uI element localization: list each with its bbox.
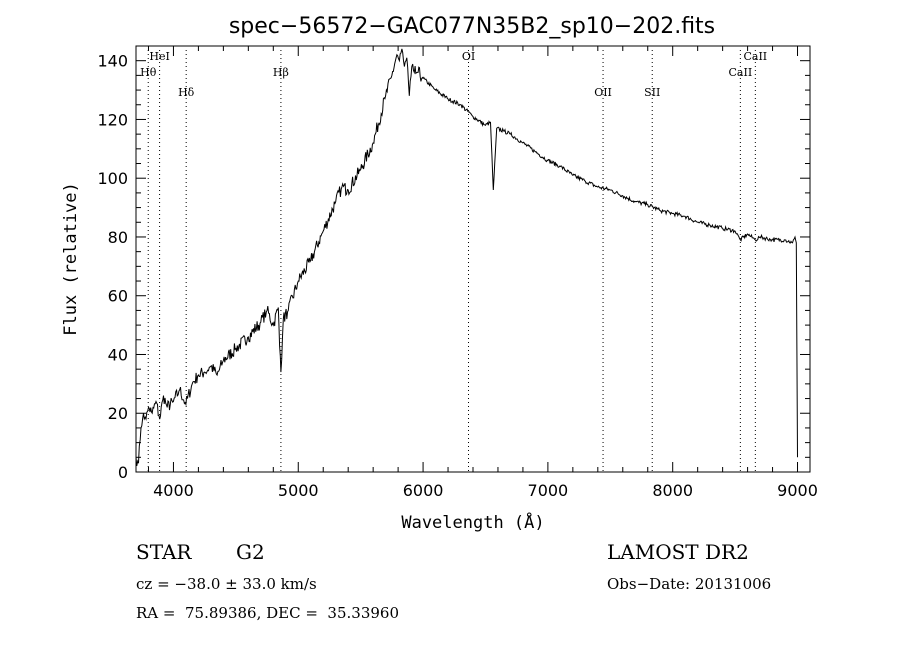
plot-frame: [135, 45, 811, 473]
y-tick-label-4: 80: [108, 228, 128, 247]
y-tick-label-7: 140: [97, 52, 128, 71]
y-tick-label-6: 120: [97, 110, 128, 129]
x-tick-label-0: 4000: [153, 481, 194, 500]
redshift-cz: cz = −38.0 ± 33.0 km/s: [136, 575, 317, 593]
line-markers: HeI Hθ Hδ Hβ OI OII SII CaII CaII: [140, 50, 767, 472]
y-tick-label-3: 60: [108, 287, 128, 306]
x-tick-label-3: 7000: [528, 481, 569, 500]
x-tick-label-5: 9000: [777, 481, 818, 500]
coordinates: RA = 75.89386, DEC = 35.33960: [136, 604, 400, 622]
spectrum-line: [135, 48, 798, 466]
line-label-0: HeI: [149, 50, 169, 63]
y-axis-title: Flux (relative): [61, 182, 81, 336]
x-tick-label-1: 5000: [278, 481, 319, 500]
line-label-7: CaII: [729, 66, 753, 79]
line-label-4: OI: [462, 50, 475, 63]
line-label-3: Hβ: [273, 66, 289, 79]
subclass: G2: [236, 540, 265, 564]
line-label-8: CaII: [743, 50, 767, 63]
y-tick-label-2: 40: [108, 345, 128, 364]
obs-date: Obs−Date: 20131006: [607, 575, 772, 593]
line-label-1: Hθ: [140, 66, 157, 79]
x-tick-label-2: 6000: [403, 481, 444, 500]
line-label-6: SII: [644, 86, 660, 99]
x-axis-title: Wavelength (Å): [401, 511, 544, 533]
line-label-2: Hδ: [178, 86, 195, 99]
chart-title: spec−56572−GAC077N35B2_sp10−202.fits: [229, 14, 715, 39]
line-label-5: OII: [594, 86, 612, 99]
y-tick-label-1: 20: [108, 404, 128, 423]
axis-ticks: 4000 5000 6000 7000 8000 9000 0 20 40 60 80 100 120 1…: [97, 46, 818, 500]
y-tick-label-5: 100: [97, 169, 128, 188]
x-tick-label-4: 8000: [652, 481, 693, 500]
object-type: STAR: [136, 540, 192, 564]
survey-label: LAMOST DR2: [607, 540, 749, 564]
y-tick-label-0: 0: [118, 463, 128, 482]
